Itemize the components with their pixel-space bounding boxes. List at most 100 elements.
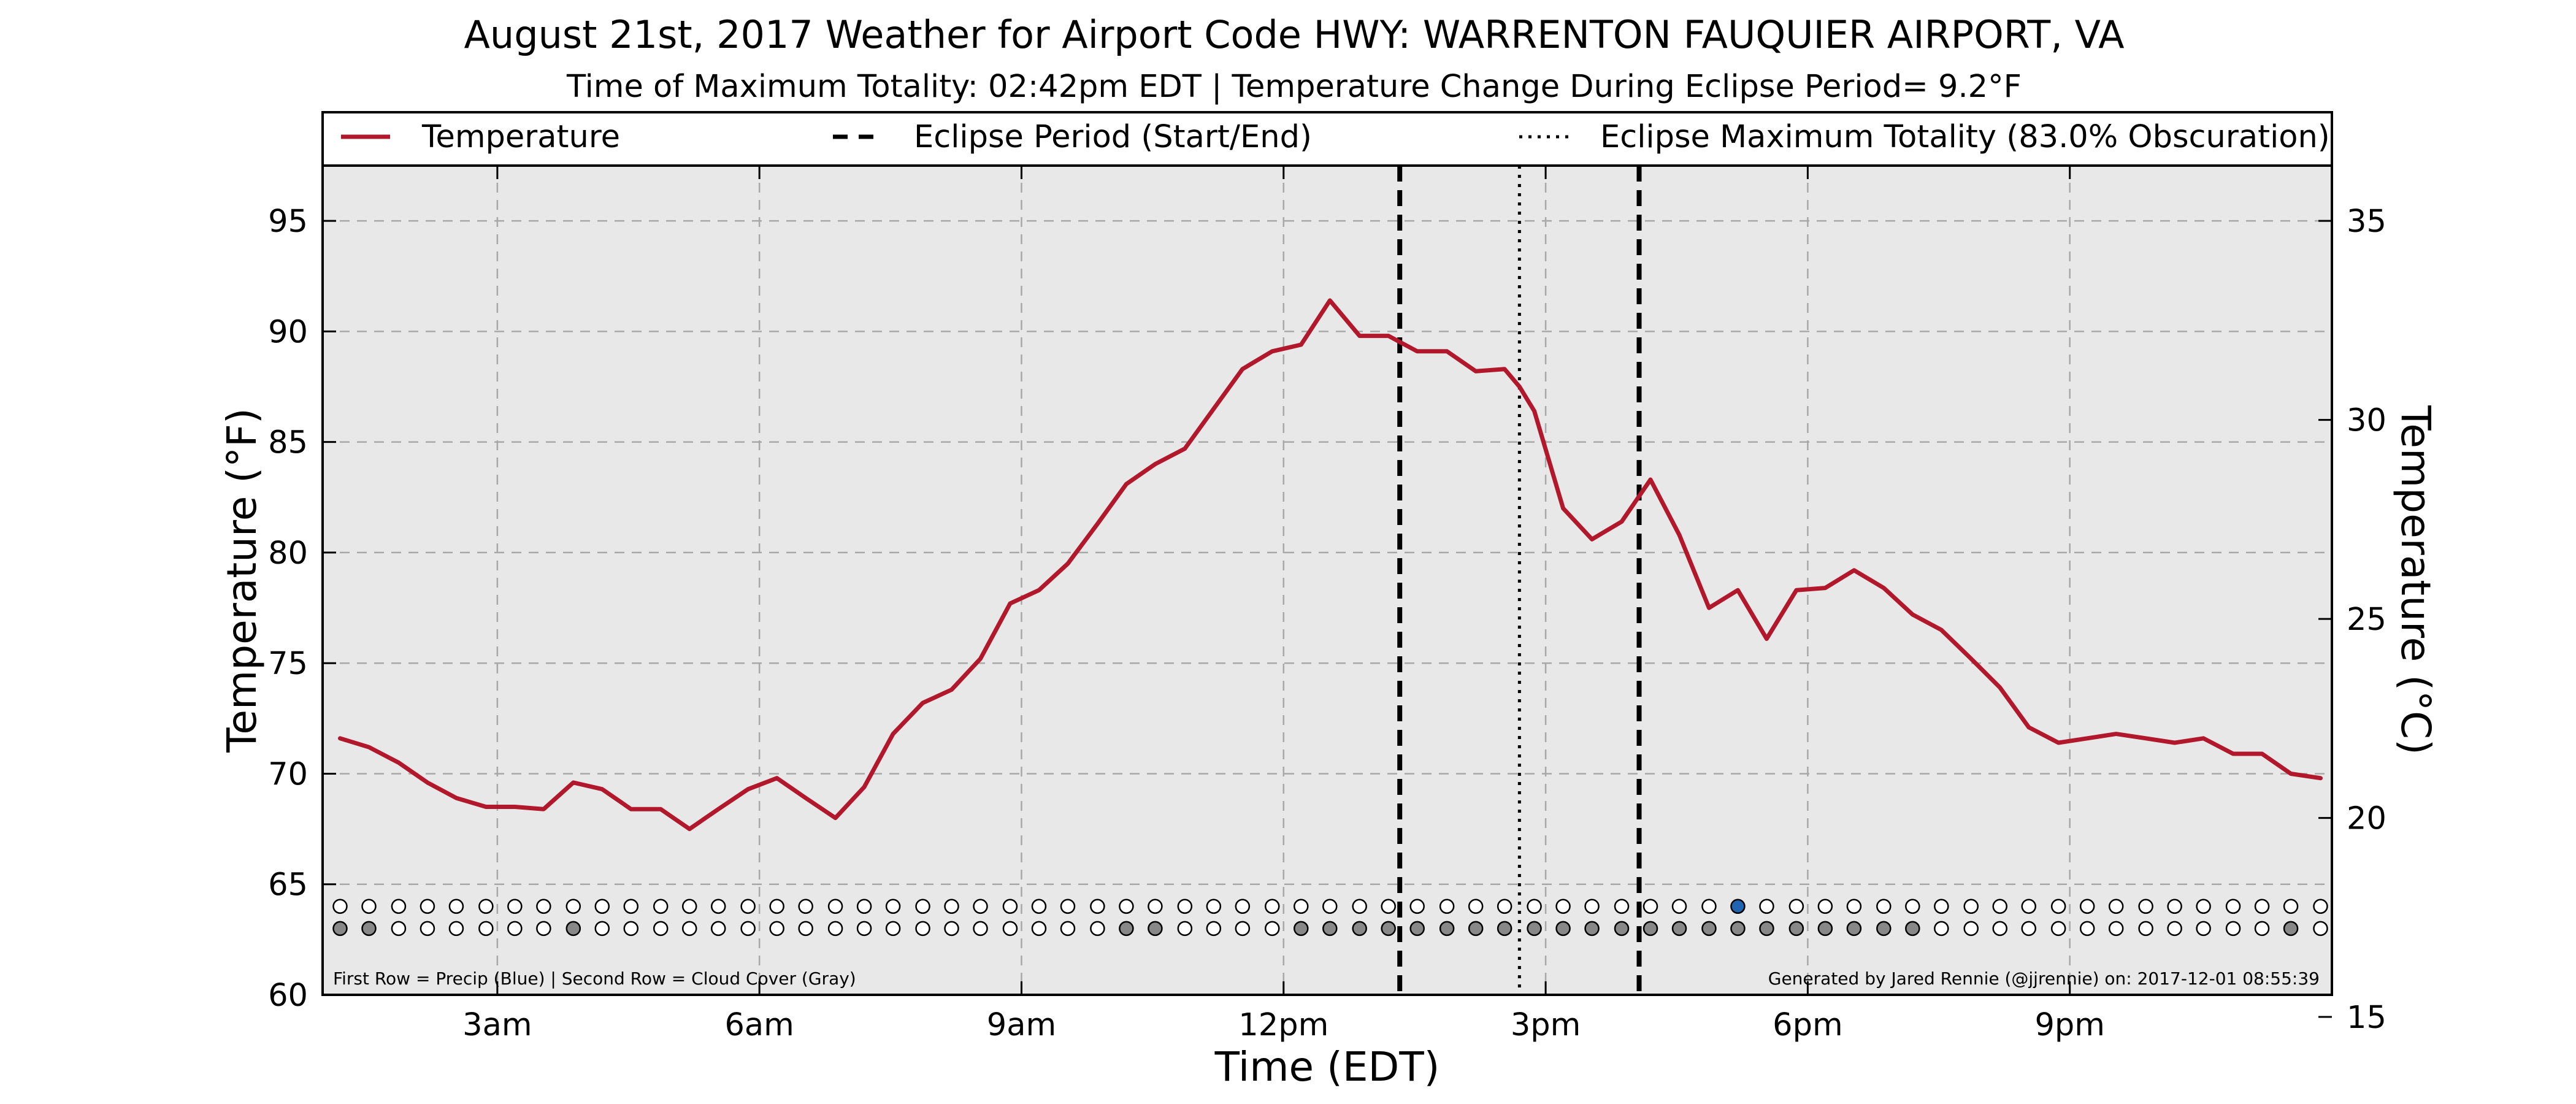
cloud-cover-dot <box>2283 921 2299 937</box>
precip-dot <box>1846 899 1862 914</box>
precip-dot <box>1148 899 1163 914</box>
precip-dot <box>2196 899 2211 914</box>
precip-dot <box>2313 899 2328 914</box>
cloud-cover-dot <box>594 921 610 937</box>
precip-dot <box>1002 899 1018 914</box>
cloud-cover-dot <box>1643 921 1658 937</box>
precip-dot <box>1206 899 1222 914</box>
precip-dot <box>536 899 551 914</box>
cloud-cover-dot <box>1584 921 1600 937</box>
cloud-cover-dot <box>2050 921 2066 937</box>
y-right-tick-label: 25 <box>2347 602 2386 638</box>
precip-dot <box>2254 899 2270 914</box>
cloud-cover-dot <box>1614 921 1630 937</box>
cloud-cover-dot <box>1817 921 1833 937</box>
cloud-cover-dot <box>1730 921 1746 937</box>
cloud-cover-dot <box>478 921 494 937</box>
precip-dot <box>1963 899 1979 914</box>
cloud-cover-dot <box>681 921 697 937</box>
cloud-cover-dot <box>2021 921 2037 937</box>
cloud-cover-dot <box>1788 921 1804 937</box>
y-right-tick-label: 15 <box>2347 1000 2386 1036</box>
dot-rows <box>332 899 2328 937</box>
cloud-cover-dot <box>1409 921 1425 937</box>
precip-dot <box>2167 899 2182 914</box>
precip-dot <box>740 899 756 914</box>
x-tick-label: 12pm <box>1238 1007 1328 1043</box>
cloud-cover-dot <box>1265 921 1280 937</box>
cloud-cover-dot <box>361 921 377 937</box>
precip-dot <box>1294 899 1309 914</box>
precip-dot <box>1701 899 1717 914</box>
y-tick-label: 75 <box>268 646 308 682</box>
precip-dot <box>1439 899 1455 914</box>
precip-dot <box>420 899 435 914</box>
cloud-cover-dot <box>1119 921 1134 937</box>
y-axis-label: Temperature (°F) <box>218 408 266 753</box>
precip-dot <box>1031 899 1047 914</box>
precip-dot <box>769 899 784 914</box>
cloud-cover-dot <box>1671 921 1687 937</box>
precip-dot <box>2108 899 2124 914</box>
precip-dot <box>1527 899 1542 914</box>
cloud-cover-dot <box>740 921 756 937</box>
cloud-cover-dot <box>1876 921 1892 937</box>
precip-dot <box>1265 899 1280 914</box>
legend-max-totality-label: Eclipse Maximum Totality (83.0% Obscurat… <box>1600 119 2330 155</box>
cloud-cover-dot <box>1002 921 1018 937</box>
cloud-cover-dot <box>885 921 901 937</box>
precip-dot <box>594 899 610 914</box>
precip-dot <box>2021 899 2037 914</box>
cloud-cover-dot <box>448 921 464 937</box>
precip-dot <box>448 899 464 914</box>
cloud-cover-dot <box>653 921 669 937</box>
precip-dot <box>1090 899 1105 914</box>
precip-dot <box>2225 899 2241 914</box>
precip-dot <box>332 899 348 914</box>
precip-dot <box>856 899 872 914</box>
cloud-cover-dot <box>944 921 959 937</box>
cloud-cover-dot <box>2254 921 2270 937</box>
precip-dot <box>1759 899 1774 914</box>
precip-dot <box>798 899 813 914</box>
series-layer <box>338 298 2323 832</box>
precip-dot <box>1409 899 1425 914</box>
axis-layer: 3am 6am 9am 12pm 3pm 6pm 9pm 60 65 70 75 80 85 90 95 15… <box>268 166 2386 1043</box>
precip-dot <box>623 899 639 914</box>
precip-dot <box>915 899 930 914</box>
eclipse-lines <box>1397 166 1642 995</box>
cloud-cover-dot <box>507 921 523 937</box>
precip-dot <box>1468 899 1484 914</box>
cloud-cover-dot <box>827 921 843 937</box>
cloud-cover-dot <box>915 921 930 937</box>
precip-dot <box>361 899 377 914</box>
cloud-cover-dot <box>1060 921 1076 937</box>
legend-eclipse-period-label: Eclipse Period (Start/End) <box>914 119 1312 155</box>
cloud-cover-dot <box>2108 921 2124 937</box>
x-tick-label: 3am <box>462 1007 532 1043</box>
cloud-cover-dot <box>1468 921 1484 937</box>
cloud-cover-dot <box>2196 921 2211 937</box>
cloud-cover-dot <box>391 921 407 937</box>
x-tick-label: 9am <box>987 1007 1056 1043</box>
precip-dot <box>1643 899 1658 914</box>
cloud-cover-dot <box>769 921 784 937</box>
y-tick-label: 60 <box>268 978 308 1014</box>
cloud-cover-dot <box>1759 921 1774 937</box>
precip-dot <box>1876 899 1892 914</box>
precip-dot <box>1322 899 1338 914</box>
cloud-cover-dot <box>1701 921 1717 937</box>
grid-layer <box>323 166 2332 995</box>
cloud-cover-dot <box>710 921 726 937</box>
precip-dot <box>1555 899 1571 914</box>
precip-dot <box>1497 899 1512 914</box>
y-right-tick-label: 20 <box>2347 801 2386 837</box>
precip-dot <box>2138 899 2153 914</box>
cloud-cover-dot <box>798 921 813 937</box>
x-axis-label: Time (EDT) <box>1214 1043 1440 1091</box>
precip-dot <box>1992 899 2007 914</box>
cloud-cover-dot <box>1963 921 1979 937</box>
precip-dot <box>478 899 494 914</box>
cloud-cover-dot <box>1439 921 1455 937</box>
